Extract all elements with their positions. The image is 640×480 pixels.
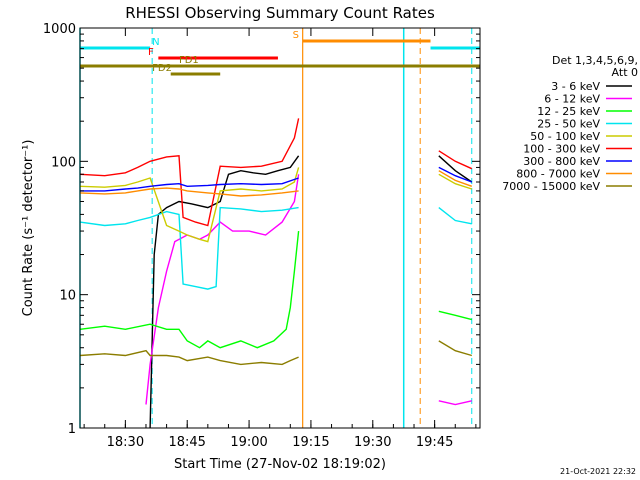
y-axis-label: Count Rate (s⁻¹ detector⁻¹) xyxy=(21,140,36,317)
legend-label: 300 - 800 keV xyxy=(523,155,600,168)
legend-header: Att 0 xyxy=(612,66,638,79)
x-tick-label: 19:00 xyxy=(230,435,267,450)
legend-label: 7000 - 15000 keV xyxy=(502,180,600,193)
flag-bars: NF S FD1 FD2 xyxy=(80,30,480,76)
series-line xyxy=(145,174,472,406)
y-tick-label: 1 xyxy=(68,422,76,437)
y-tick-label: 10 xyxy=(59,289,76,304)
series-line xyxy=(79,340,472,366)
legend-label: 100 - 300 keV xyxy=(523,143,600,156)
series-group xyxy=(79,118,473,429)
legend-label: 12 - 25 keV xyxy=(537,105,600,118)
x-tick-label: 19:15 xyxy=(292,435,329,450)
x-tick-label: 19:45 xyxy=(416,435,453,450)
footer-date: 21-Oct-2021 22:32 xyxy=(560,467,636,476)
legend-label: 6 - 12 keV xyxy=(544,93,600,106)
legend-label: 25 - 50 keV xyxy=(537,118,600,131)
series-line xyxy=(79,206,472,290)
x-tick-label: 18:45 xyxy=(168,435,205,450)
series-line xyxy=(149,155,473,429)
flag-label: FD2 xyxy=(152,63,172,74)
y-tick-label: 1000 xyxy=(43,22,76,37)
chart-title: RHESSI Observing Summary Count Rates xyxy=(125,4,435,22)
legend-label: 800 - 7000 keV xyxy=(516,168,600,181)
y-tick-label: 100 xyxy=(51,155,76,170)
x-tick-label: 18:30 xyxy=(107,435,144,450)
series-line xyxy=(79,170,473,197)
series-line xyxy=(80,166,473,192)
legend-header: Det 1,3,4,5,6,9, xyxy=(552,54,638,67)
x-tick-label: 19:30 xyxy=(354,435,391,450)
series-line xyxy=(79,231,472,349)
legend-label: 3 - 6 keV xyxy=(551,80,600,93)
series-line xyxy=(79,167,473,243)
flag-label: N xyxy=(152,37,159,48)
flag-label: F xyxy=(148,47,154,58)
x-axis-label: Start Time (27-Nov-02 18:19:02) xyxy=(174,457,386,472)
plot-frame xyxy=(79,27,481,429)
flag-label: FD1 xyxy=(179,55,199,66)
flag-label: S xyxy=(293,30,299,41)
y-axis: 1 10 100 1000 xyxy=(43,22,480,437)
x-axis: 18:30 18:45 19:00 19:15 19:30 19:45 xyxy=(83,28,477,450)
series-line xyxy=(79,118,473,227)
legend-label: 50 - 100 keV xyxy=(530,130,600,143)
